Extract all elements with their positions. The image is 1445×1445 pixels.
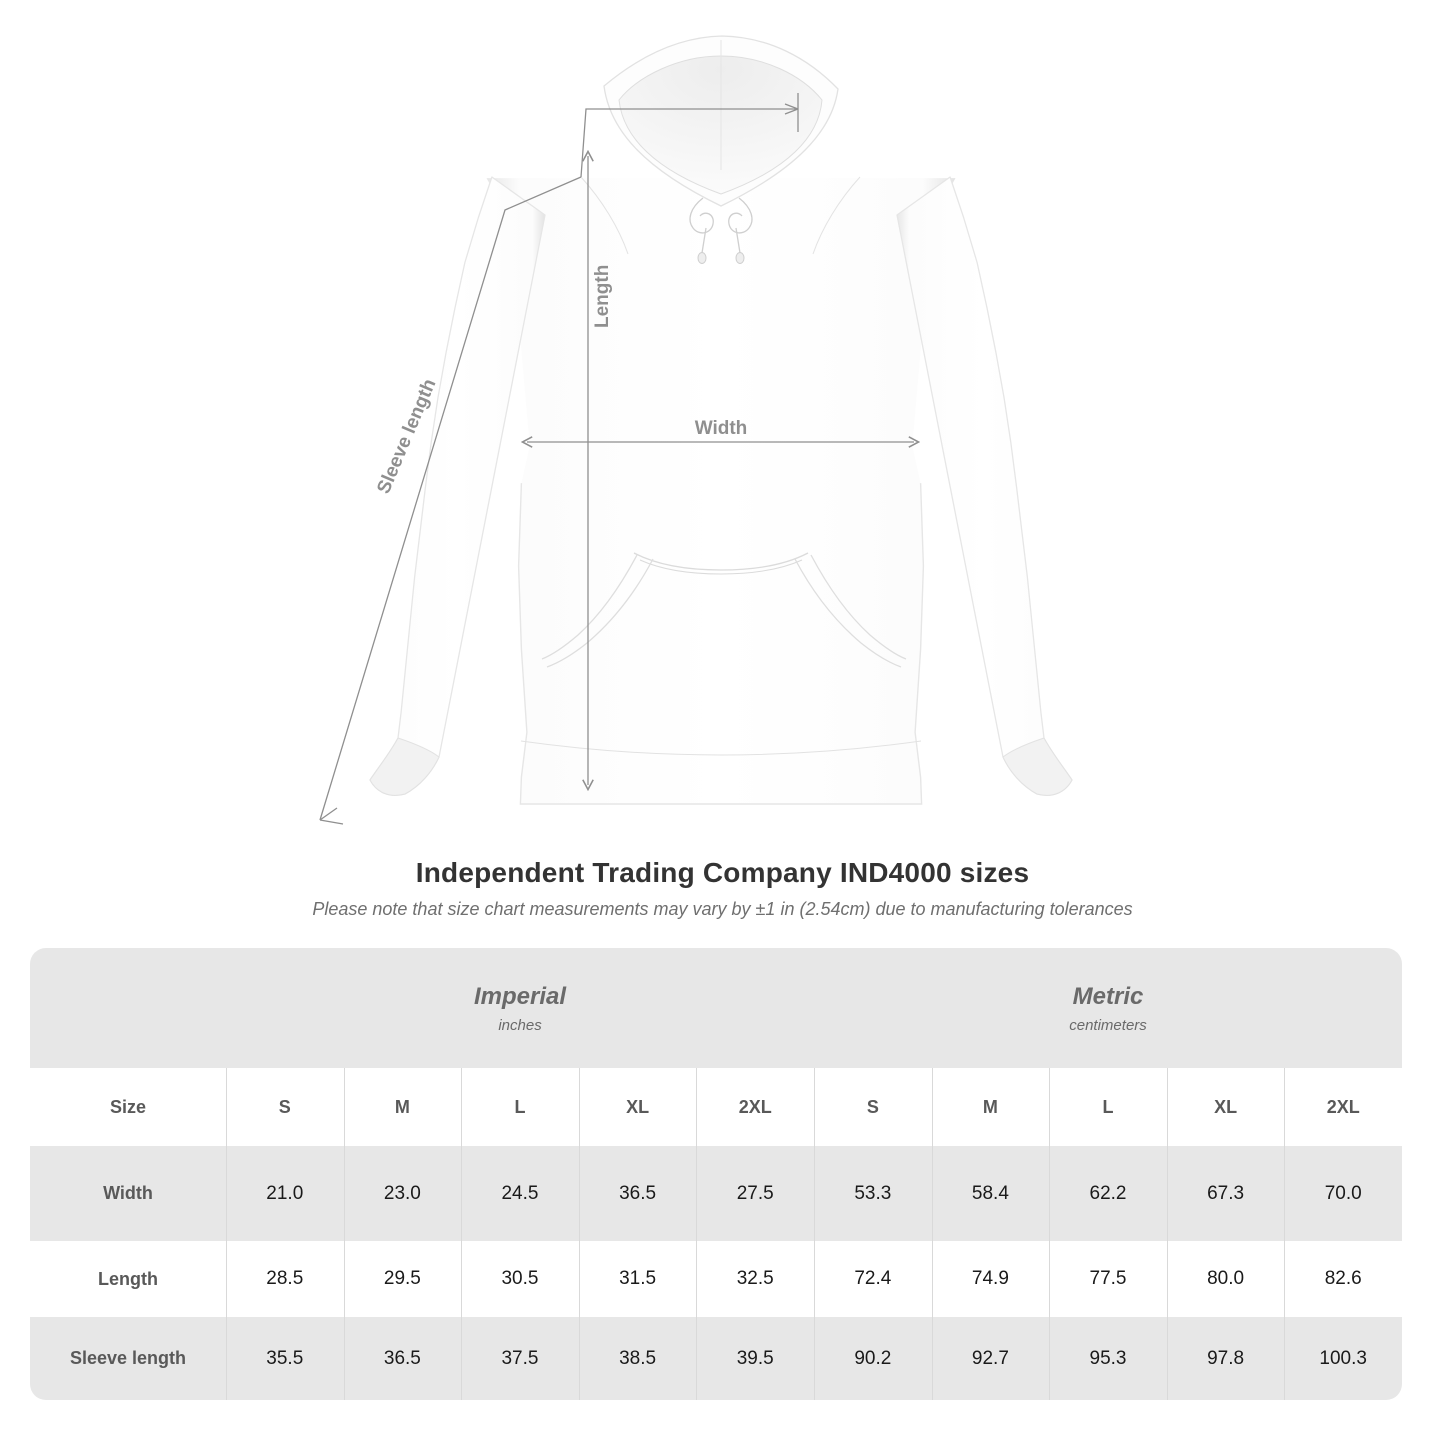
- svg-text:Width: Width: [695, 418, 748, 439]
- svg-text:Length: Length: [592, 265, 613, 328]
